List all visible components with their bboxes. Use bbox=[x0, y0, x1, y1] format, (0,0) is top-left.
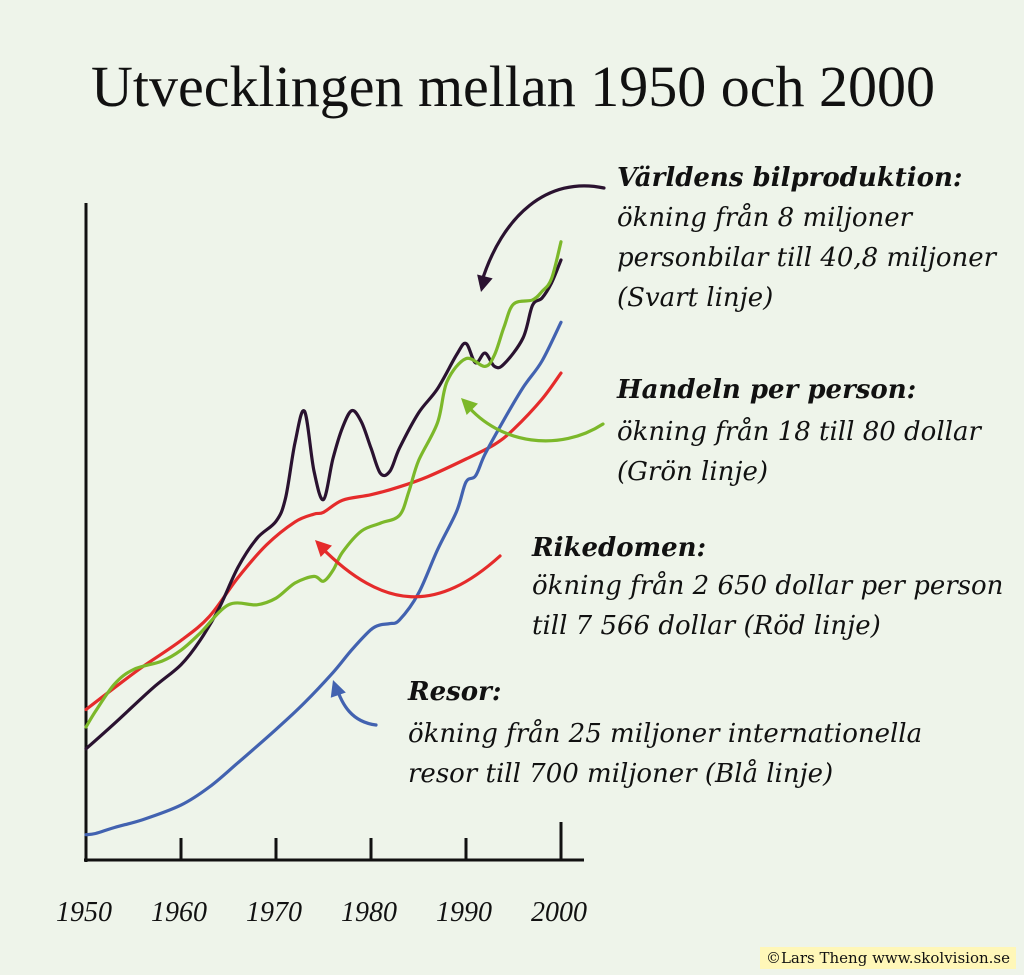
series-lines bbox=[84, 240, 563, 837]
arrow-green bbox=[464, 402, 605, 443]
annotation-red: Rikedomen: ökning från 2 650 dollar per … bbox=[531, 533, 1003, 641]
annotation-green: Handeln per person: ökning från 18 till … bbox=[616, 375, 982, 487]
x-tick-label-2000: 2000 bbox=[531, 897, 587, 928]
axes bbox=[84, 203, 584, 862]
x-tick-label-1960: 1960 bbox=[151, 897, 207, 928]
arrow-black bbox=[479, 184, 606, 286]
annotations: Världens bilproduktion: ökning från 8 mi… bbox=[407, 163, 1003, 789]
series-line-red bbox=[84, 371, 563, 712]
x-tick-label-1970: 1970 bbox=[246, 897, 302, 928]
annotation-arrows bbox=[315, 184, 606, 727]
annotation-black: Världens bilproduktion: ökning från 8 mi… bbox=[617, 163, 998, 313]
annotation-blue: Resor: ökning från 25 miljoner internati… bbox=[407, 677, 922, 789]
annotation-green-line-1: ökning från 18 till 80 dollar bbox=[617, 416, 982, 447]
annotation-green-line-2: (Grön linje) bbox=[617, 457, 768, 487]
x-tick-label-1990: 1990 bbox=[436, 897, 492, 928]
x-tick-label-1980: 1980 bbox=[341, 897, 397, 928]
arrowhead-red bbox=[315, 540, 332, 557]
annotation-blue-line-2: resor till 700 miljoner (Blå linje) bbox=[408, 758, 833, 789]
annotation-green-heading: Handeln per person: bbox=[616, 375, 916, 405]
arrowhead-green bbox=[461, 398, 478, 415]
annotation-black-line-3: (Svart linje) bbox=[617, 283, 773, 313]
arrow-red bbox=[318, 544, 502, 599]
credit-label: ©Lars Theng www.skolvision.se bbox=[759, 947, 1016, 969]
annotation-black-line-1: ökning från 8 miljoner bbox=[617, 202, 914, 233]
series-line-black bbox=[84, 258, 563, 751]
annotation-blue-heading: Resor: bbox=[407, 677, 501, 707]
chart-title: Utvecklingen mellan 1950 och 2000 bbox=[91, 54, 935, 119]
series-line-green bbox=[84, 240, 563, 729]
annotation-red-line-1: ökning från 2 650 dollar per person bbox=[532, 570, 1003, 601]
annotation-black-line-2: personbilar till 40,8 miljoner bbox=[617, 243, 998, 273]
annotation-black-heading: Världens bilproduktion: bbox=[617, 163, 963, 193]
x-ticks bbox=[84, 822, 563, 860]
series-line-blue bbox=[84, 320, 563, 837]
annotation-red-heading: Rikedomen: bbox=[531, 533, 706, 563]
annotation-red-line-2: till 7 566 dollar (Röd linje) bbox=[532, 611, 881, 641]
arrowhead-black bbox=[477, 274, 493, 292]
arrowhead-blue bbox=[330, 680, 346, 698]
annotation-blue-line-1: ökning från 25 miljoner internationella bbox=[408, 718, 922, 749]
x-tick-label-1950: 1950 bbox=[56, 897, 112, 928]
x-tick-labels: 1950 1960 1970 1980 1990 2000 bbox=[56, 897, 587, 928]
